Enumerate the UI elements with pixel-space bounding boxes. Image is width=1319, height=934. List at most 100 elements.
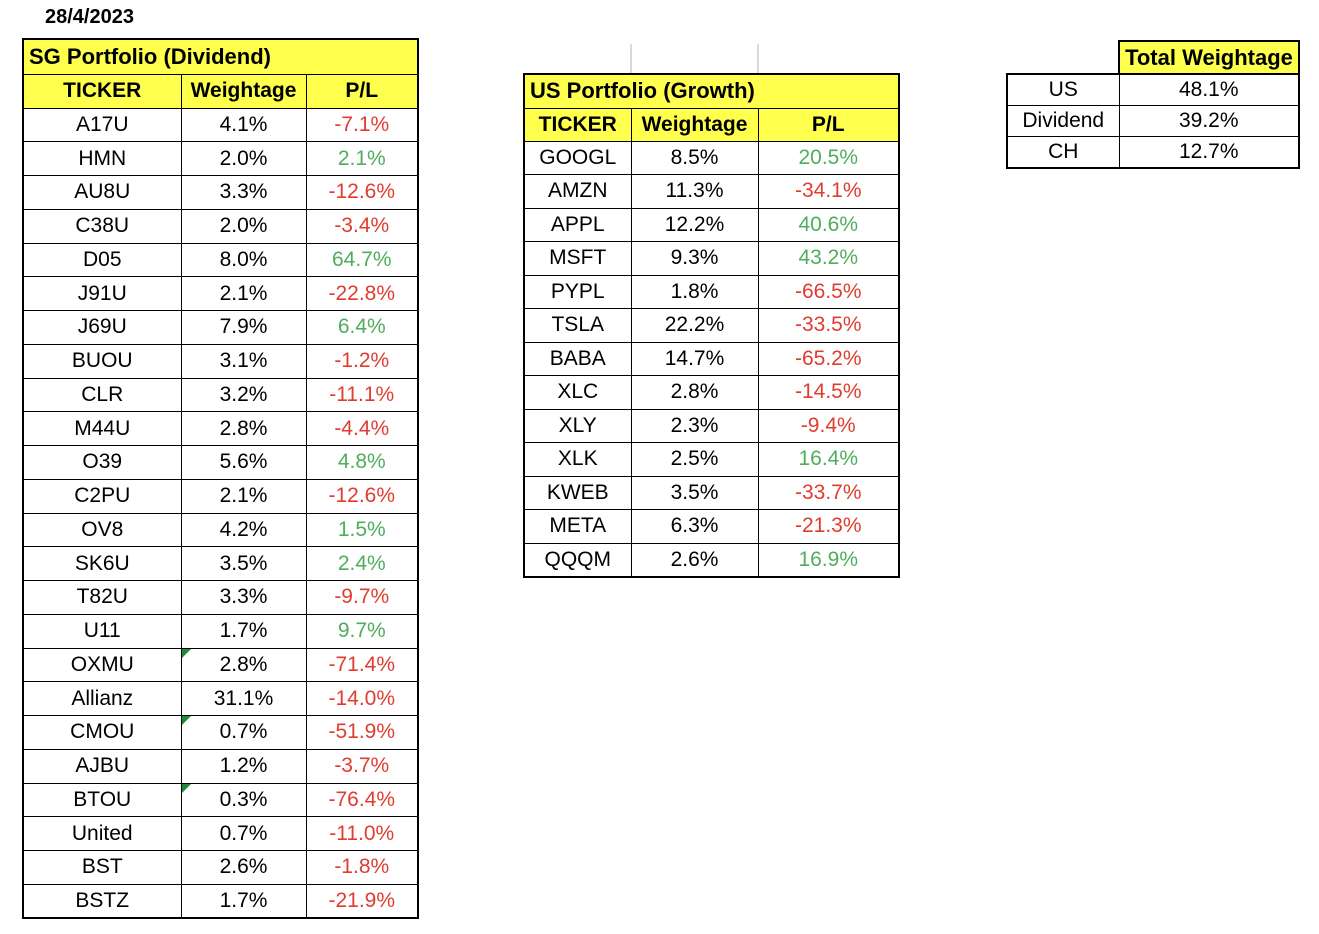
ticker-cell[interactable]: GOOGL — [523, 140, 632, 175]
ticker-cell[interactable]: XLC — [523, 375, 632, 410]
category-cell[interactable]: US — [1006, 72, 1120, 106]
weightage-cell[interactable]: 2.1% — [180, 478, 307, 514]
weightage-cell[interactable]: 1.7% — [180, 883, 307, 919]
column-header-ticker[interactable]: TICKER — [22, 73, 182, 109]
pl-cell[interactable]: 4.8% — [305, 445, 419, 480]
ticker-cell[interactable]: U11 — [22, 613, 182, 649]
pl-cell[interactable]: -34.1% — [757, 174, 900, 209]
weightage-cell[interactable]: 2.8% — [180, 647, 307, 683]
weightage-cell[interactable]: 3.5% — [180, 546, 307, 581]
column-header-ticker[interactable]: TICKER — [523, 107, 632, 142]
ticker-cell[interactable]: SK6U — [22, 546, 182, 581]
ticker-cell[interactable]: C38U — [22, 208, 182, 244]
ticker-cell[interactable]: BSTZ — [22, 883, 182, 919]
column-header-pl[interactable]: P/L — [757, 107, 900, 142]
weightage-cell[interactable]: 2.0% — [180, 208, 307, 244]
weightage-cell[interactable]: 4.2% — [180, 512, 307, 548]
pl-cell[interactable]: 1.5% — [305, 512, 419, 548]
pl-cell[interactable]: -1.2% — [305, 343, 419, 379]
pl-cell[interactable]: -12.6% — [305, 175, 419, 210]
weightage-cell[interactable]: 1.8% — [630, 274, 759, 309]
column-header-pl[interactable]: P/L — [305, 73, 419, 109]
ticker-cell[interactable]: TSLA — [523, 308, 632, 343]
weightage-cell[interactable]: 1.7% — [180, 613, 307, 649]
pl-cell[interactable]: -65.2% — [757, 341, 900, 376]
pl-cell[interactable]: -7.1% — [305, 107, 419, 143]
date-label[interactable]: 28/4/2023 — [45, 6, 134, 28]
pl-cell[interactable]: -14.0% — [305, 681, 419, 716]
ticker-cell[interactable]: AU8U — [22, 175, 182, 210]
pl-cell[interactable]: 40.6% — [757, 207, 900, 242]
weightage-cell[interactable]: 7.9% — [180, 310, 307, 345]
weightage-cell[interactable]: 31.1% — [180, 681, 307, 716]
pl-cell[interactable]: -4.4% — [305, 411, 419, 446]
column-header-weightage[interactable]: Weightage — [180, 73, 307, 109]
ticker-cell[interactable]: MSFT — [523, 241, 632, 276]
ticker-cell[interactable]: BABA — [523, 341, 632, 376]
pl-cell[interactable]: 2.4% — [305, 546, 419, 581]
pl-cell[interactable]: -14.5% — [757, 375, 900, 410]
ticker-cell[interactable]: HMN — [22, 141, 182, 176]
ticker-cell[interactable]: CLR — [22, 377, 182, 413]
pl-cell[interactable]: -21.3% — [757, 509, 900, 544]
weightage-cell[interactable]: 3.2% — [180, 377, 307, 413]
pl-cell[interactable]: 2.1% — [305, 141, 419, 176]
pl-cell[interactable]: -33.5% — [757, 308, 900, 343]
weightage-cell[interactable]: 1.2% — [180, 748, 307, 784]
ticker-cell[interactable]: A17U — [22, 107, 182, 143]
weightage-cell[interactable]: 6.3% — [630, 509, 759, 544]
ticker-cell[interactable]: XLY — [523, 408, 632, 443]
ticker-cell[interactable]: C2PU — [22, 478, 182, 514]
ticker-cell[interactable]: J69U — [22, 310, 182, 345]
weightage-cell[interactable]: 9.3% — [630, 241, 759, 276]
ticker-cell[interactable]: OV8 — [22, 512, 182, 548]
ticker-cell[interactable]: AJBU — [22, 748, 182, 784]
ticker-cell[interactable]: QQQM — [523, 542, 632, 577]
pl-cell[interactable]: -1.8% — [305, 850, 419, 885]
weightage-cell[interactable]: 2.1% — [180, 276, 307, 311]
weightage-cell[interactable]: 12.2% — [630, 207, 759, 242]
weightage-cell[interactable]: 2.6% — [630, 542, 759, 577]
pl-cell[interactable]: -11.0% — [305, 816, 419, 851]
pl-cell[interactable]: 64.7% — [305, 242, 419, 278]
weightage-cell[interactable]: 2.3% — [630, 408, 759, 443]
total-value-cell[interactable]: 39.2% — [1118, 104, 1300, 138]
weightage-cell[interactable]: 0.3% — [180, 782, 307, 818]
ticker-cell[interactable]: BTOU — [22, 782, 182, 818]
pl-cell[interactable]: -9.4% — [757, 408, 900, 443]
weightage-cell[interactable]: 3.3% — [180, 175, 307, 210]
ticker-cell[interactable]: OXMU — [22, 647, 182, 683]
weightage-cell[interactable]: 8.0% — [180, 242, 307, 278]
pl-cell[interactable]: -3.7% — [305, 748, 419, 784]
pl-cell[interactable]: 20.5% — [757, 140, 900, 175]
ticker-cell[interactable]: CMOU — [22, 715, 182, 750]
ticker-cell[interactable]: T82U — [22, 580, 182, 615]
pl-cell[interactable]: 16.9% — [757, 542, 900, 577]
weightage-cell[interactable]: 2.6% — [180, 850, 307, 885]
weightage-cell[interactable]: 0.7% — [180, 715, 307, 750]
weightage-cell[interactable]: 5.6% — [180, 445, 307, 480]
weightage-cell[interactable]: 0.7% — [180, 816, 307, 851]
weightage-cell[interactable]: 11.3% — [630, 174, 759, 209]
ticker-cell[interactable]: D05 — [22, 242, 182, 278]
ticker-cell[interactable]: J91U — [22, 276, 182, 311]
pl-cell[interactable]: -51.9% — [305, 715, 419, 750]
weightage-cell[interactable]: 2.8% — [180, 411, 307, 446]
weightage-cell[interactable]: 3.1% — [180, 343, 307, 379]
total-value-cell[interactable]: 48.1% — [1118, 72, 1300, 106]
weightage-cell[interactable]: 2.5% — [630, 442, 759, 477]
pl-cell[interactable]: -9.7% — [305, 580, 419, 615]
ticker-cell[interactable]: META — [523, 509, 632, 544]
pl-cell[interactable]: -66.5% — [757, 274, 900, 309]
ticker-cell[interactable]: PYPL — [523, 274, 632, 309]
ticker-cell[interactable]: United — [22, 816, 182, 851]
pl-cell[interactable]: -12.6% — [305, 478, 419, 514]
ticker-cell[interactable]: AMZN — [523, 174, 632, 209]
pl-cell[interactable]: -21.9% — [305, 883, 419, 919]
sg-portfolio-title[interactable]: SG Portfolio (Dividend) — [22, 38, 419, 75]
pl-cell[interactable]: -71.4% — [305, 647, 419, 683]
column-header-weightage[interactable]: Weightage — [630, 107, 759, 142]
pl-cell[interactable]: 9.7% — [305, 613, 419, 649]
pl-cell[interactable]: -33.7% — [757, 475, 900, 510]
weightage-cell[interactable]: 8.5% — [630, 140, 759, 175]
